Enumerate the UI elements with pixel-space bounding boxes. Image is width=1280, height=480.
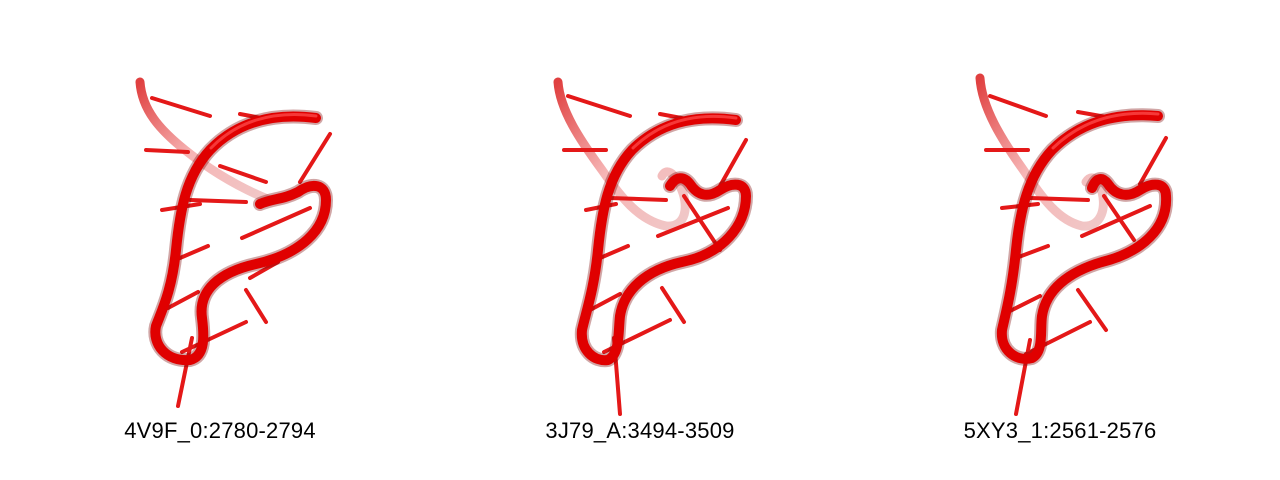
structure-label-1: 4V9F_0:2780-2794 (124, 418, 316, 443)
rna-structure-image-3 (975, 73, 1174, 416)
rna-structure-image-1 (135, 77, 333, 408)
structure-panel-3: 5XY3_1:2561-2576 (850, 0, 1270, 480)
structure-panel-1: 4V9F_0:2780-2794 (10, 0, 430, 480)
structure-label-2: 3J79_A:3494-3509 (545, 418, 735, 443)
structure-panel-2: 3J79_A:3494-3509 (430, 0, 850, 480)
rna-structure-image-2 (553, 77, 753, 416)
structure-label-3: 5XY3_1:2561-2576 (963, 418, 1157, 443)
